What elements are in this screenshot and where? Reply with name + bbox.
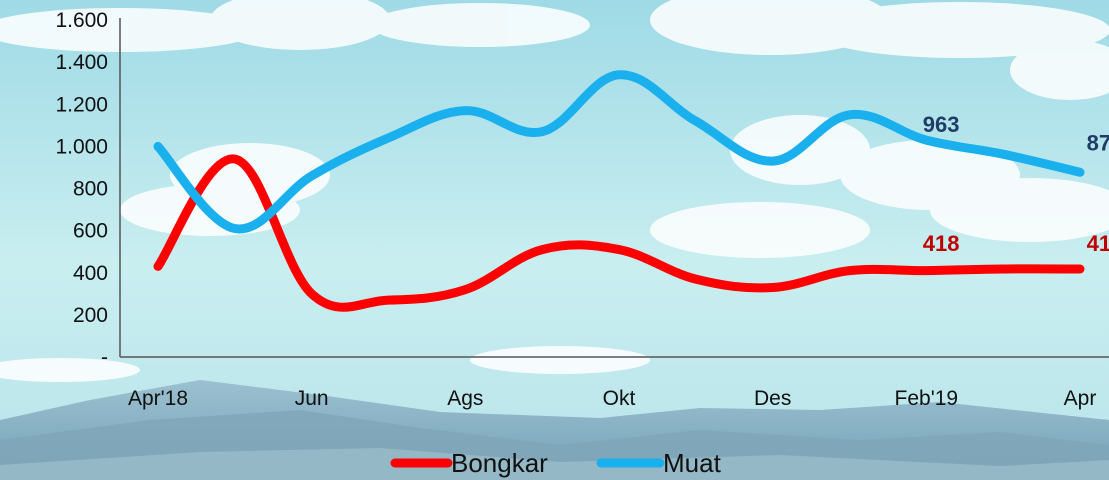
legend-label-muat: Muat xyxy=(663,448,722,478)
x-tick-label: Apr'18 xyxy=(128,387,188,410)
y-tick-label: 600 xyxy=(73,220,108,243)
y-tick-label: 1.000 xyxy=(55,135,108,158)
y-tick-label: 800 xyxy=(73,178,108,201)
x-tick-label: Ags xyxy=(447,387,483,410)
series-line-muat xyxy=(153,70,1085,234)
y-tick-label: 200 xyxy=(73,304,108,327)
y-tick-label: 1.600 xyxy=(55,9,108,32)
x-axis-tick-labels: Apr'18 Jun Ags Okt Des Feb'19 Apr xyxy=(128,387,1096,410)
x-tick-label: Okt xyxy=(603,387,636,410)
x-tick-label: Apr xyxy=(1064,387,1097,410)
y-tick-label: 400 xyxy=(73,262,108,285)
y-tick-label: 1.400 xyxy=(55,51,108,74)
y-tick-label: - xyxy=(101,346,108,369)
x-tick-label: Jun xyxy=(295,387,329,410)
data-label-bongkar: 418 xyxy=(923,231,960,256)
data-label-muat: 877 xyxy=(1087,130,1109,155)
data-label-muat: 963 xyxy=(923,112,960,137)
data-label-bongkar: 418 xyxy=(1087,231,1109,256)
series-line-bongkar xyxy=(153,154,1085,312)
y-axis-tick-labels: - 200 400 600 800 1.000 1.200 1.400 1.600 xyxy=(55,9,108,369)
x-tick-label: Feb'19 xyxy=(895,387,959,410)
legend-label-bongkar: Bongkar xyxy=(451,448,548,478)
legend: Bongkar Muat xyxy=(390,448,722,478)
y-tick-label: 1.200 xyxy=(55,93,108,116)
data-labels: 418 418 963 877 xyxy=(923,112,1109,256)
x-tick-label: Des xyxy=(754,387,791,410)
series-lines xyxy=(153,70,1085,312)
